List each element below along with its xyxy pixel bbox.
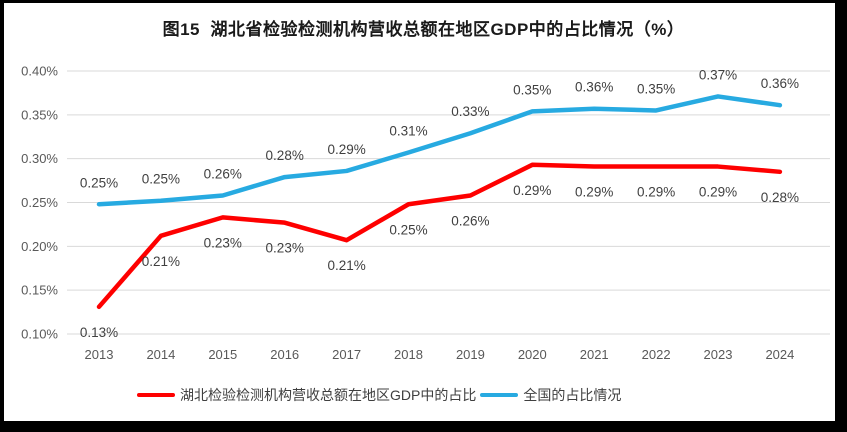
data-label-hubei: 0.13% — [80, 325, 118, 340]
y-axis-tick-label: 0.10% — [21, 327, 58, 342]
y-axis-tick-label: 0.25% — [21, 195, 58, 210]
legend-label-national: 全国的占比情况 — [523, 387, 622, 403]
data-label-national: 0.31% — [389, 124, 427, 139]
data-label-hubei: 0.29% — [513, 183, 551, 198]
y-axis-tick-label: 0.15% — [21, 283, 58, 298]
x-axis-tick-label: 2014 — [146, 347, 175, 362]
chart-title: 图15 湖北省检验检测机构营收总额在地区GDP中的占比情况（%） — [162, 20, 685, 39]
data-label-hubei: 0.29% — [699, 185, 737, 200]
y-axis-tick-label: 0.40% — [21, 64, 58, 79]
data-label-national: 0.29% — [327, 142, 365, 157]
x-axis-tick-label: 2016 — [270, 347, 299, 362]
data-label-hubei: 0.21% — [327, 258, 365, 273]
data-label-hubei: 0.25% — [389, 222, 427, 237]
x-axis-tick-label: 2023 — [704, 347, 733, 362]
x-axis-tick-label: 2021 — [580, 347, 609, 362]
data-label-national: 0.26% — [204, 166, 242, 181]
legend-label-hubei: 湖北检验检测机构营收总额在地区GDP中的占比 — [180, 387, 477, 403]
data-label-national: 0.25% — [80, 175, 118, 190]
series-line-national — [96, 94, 783, 207]
x-axis-tick-label: 2020 — [518, 347, 547, 362]
data-label-national: 0.25% — [142, 172, 180, 187]
x-axis-tick-label: 2017 — [332, 347, 361, 362]
x-axis-tick-label: 2022 — [642, 347, 671, 362]
legend-swatch-national-line — [480, 392, 519, 398]
x-axis-tick-label: 2018 — [394, 347, 423, 362]
x-axis-tick-label: 2024 — [765, 347, 794, 362]
data-label-hubei: 0.28% — [761, 190, 799, 205]
legend-item-hubei: 湖北检验检测机构营收总额在地区GDP中的占比 — [137, 385, 476, 405]
data-label-national: 0.35% — [513, 82, 551, 97]
data-label-national: 0.28% — [266, 148, 304, 163]
data-label-national: 0.37% — [699, 67, 737, 82]
data-label-hubei: 0.21% — [142, 254, 180, 269]
y-axis-tick-label: 0.30% — [21, 151, 58, 166]
chart-legend: 湖北检验检测机构营收总额在地区GDP中的占比 全国的占比情况 — [137, 385, 621, 405]
y-axis-tick-label: 0.20% — [21, 239, 58, 254]
data-label-hubei: 0.29% — [575, 185, 613, 200]
data-label-national: 0.36% — [575, 80, 613, 95]
legend-swatch-hubei-line — [137, 392, 175, 398]
data-label-national: 0.35% — [637, 81, 675, 96]
data-label-hubei: 0.23% — [266, 241, 304, 256]
x-axis-tick-label: 2015 — [208, 347, 237, 362]
series-line-hubei — [96, 162, 783, 310]
data-label-national: 0.36% — [761, 76, 799, 91]
data-label-hubei: 0.29% — [637, 185, 675, 200]
x-axis-tick-label: 2013 — [85, 347, 114, 362]
x-axis-tick-label: 2019 — [456, 347, 485, 362]
legend-item-national: 全国的占比情况 — [480, 385, 621, 405]
y-axis-tick-label: 0.35% — [21, 107, 58, 122]
data-label-hubei: 0.23% — [204, 235, 242, 250]
data-label-hubei: 0.26% — [451, 213, 489, 228]
data-label-national: 0.33% — [451, 104, 489, 119]
